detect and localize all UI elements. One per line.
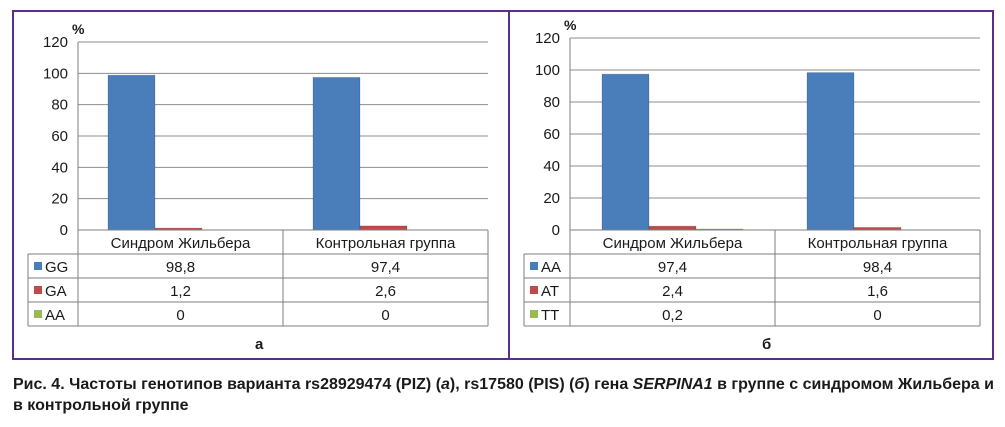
legend-label: GG (45, 259, 68, 276)
category-label: Контрольная группа (808, 235, 948, 252)
legend-swatch-tt (530, 310, 538, 318)
legend-swatch-gg (34, 262, 42, 270)
caption-a: а (441, 376, 450, 393)
y-tick-label: 0 (60, 222, 68, 239)
y-tick-label: 60 (51, 128, 68, 145)
y-tick-label: 120 (43, 34, 68, 51)
caption-pre-gene: ) гена (584, 376, 633, 393)
table-value: 1,2 (170, 283, 191, 300)
y-tick-label: 20 (543, 190, 560, 207)
panel-label-a: а (255, 336, 264, 353)
table-value: 0,2 (662, 307, 683, 324)
caption-prefix: Рис. 4. Частоты генотипов варианта rs289… (13, 376, 442, 393)
bar-a-gg-1 (107, 74, 156, 231)
y-tick-label: 0 (552, 222, 560, 239)
legend-label: GA (45, 283, 67, 300)
table-value: 2,6 (375, 283, 396, 300)
category-label: Синдром Жильбера (111, 235, 251, 252)
y-tick-label: 20 (51, 191, 68, 208)
y-tick-label: 40 (51, 159, 68, 176)
category-label: Синдром Жильбера (603, 235, 743, 252)
y-tick-label: 80 (51, 97, 68, 114)
table-value: 1,6 (867, 283, 888, 300)
table-value: 0 (176, 307, 184, 324)
bar-a-gg-2 (312, 76, 361, 231)
caption-mid: ), rs17580 (PIS) ( (449, 376, 575, 393)
bar-b-aa-1 (601, 73, 650, 231)
legend-label: AT (541, 283, 559, 300)
table-value: 97,4 (371, 259, 400, 276)
y-tick-label: 120 (535, 30, 560, 47)
panel-label-b: б (762, 336, 772, 353)
y-axis-unit: % (564, 17, 577, 33)
table-value: 0 (381, 307, 389, 324)
bar-b-at-1 (648, 225, 697, 231)
y-axis-unit: % (72, 21, 85, 37)
legend-swatch-aa (34, 310, 42, 318)
table-value: 0 (873, 307, 881, 324)
y-tick-label: 100 (43, 65, 68, 82)
category-label: Контрольная группа (316, 235, 456, 252)
chart-b: 0 20 40 60 80 100 120% Синдром Жильбера Контроль… (523, 17, 981, 327)
legend-swatch-at (530, 286, 538, 294)
table-value: 2,4 (662, 283, 683, 300)
legend-label: AA (45, 307, 65, 324)
legend-label: AA (541, 259, 561, 276)
caption-b: б (574, 376, 585, 393)
legend-swatch-ga (34, 286, 42, 294)
y-tick-label: 100 (535, 62, 560, 79)
bar-b-aa-2 (806, 72, 855, 231)
chart-a: 0 20 40 60 80 100 120% Синдром Жильбера Контроль… (27, 21, 489, 327)
caption-suffix: в группе с синдромом Жильбера и в контро… (13, 376, 994, 414)
table-value: 98,4 (863, 259, 892, 276)
bar-a-ga-2 (359, 225, 408, 231)
caption-gene: SERPINA1 (632, 376, 713, 393)
table-value: 98,8 (166, 259, 195, 276)
y-tick-label: 80 (543, 94, 560, 111)
figure-caption: Рис. 4. Частоты генотипов варианта rs289… (13, 374, 998, 416)
y-tick-label: 40 (543, 158, 560, 175)
panel-divider (508, 10, 510, 360)
table-value: 97,4 (658, 259, 687, 276)
y-tick-label: 60 (543, 126, 560, 143)
legend-swatch-aa (530, 262, 538, 270)
legend-label: TT (541, 307, 559, 324)
